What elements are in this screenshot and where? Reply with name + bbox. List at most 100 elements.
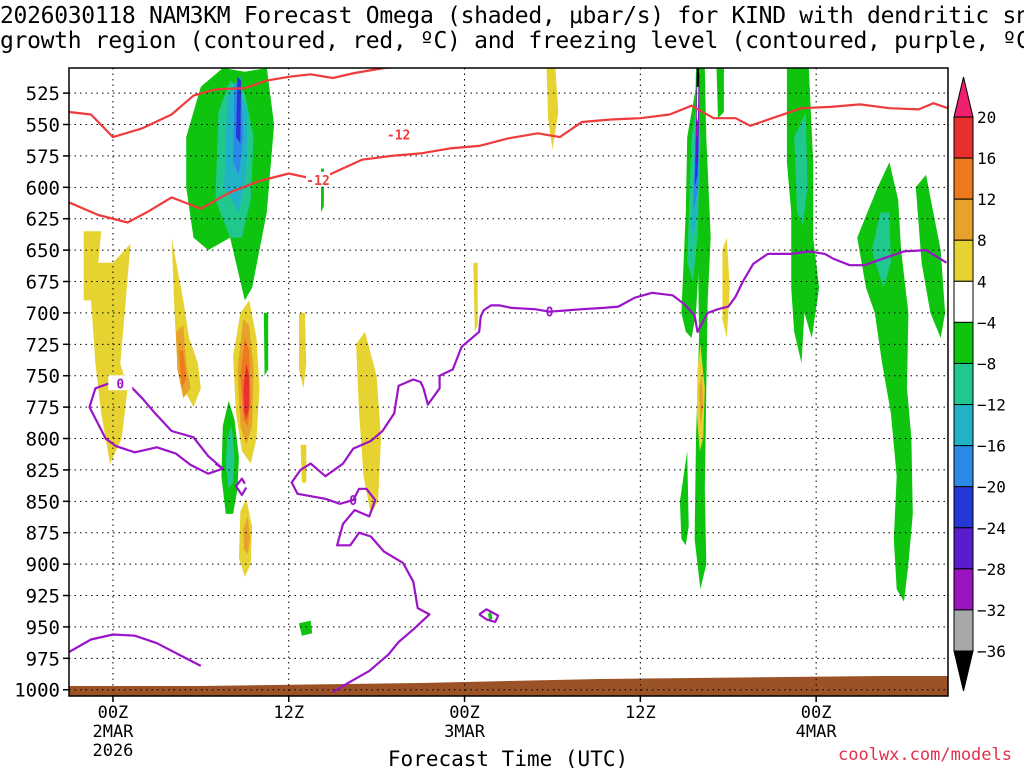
colorbar-label-10: −24: [977, 519, 1006, 538]
omega-region-45: [915, 174, 946, 338]
freezing-contour-label-1: 0: [116, 377, 124, 392]
y-tick-label-975: 975: [26, 648, 60, 670]
omega-region-22: [356, 331, 381, 514]
colorbar-box-1: [953, 116, 974, 159]
dgz-contour-line-0: [69, 68, 397, 139]
x-axis-label: Forecast Time (UTC): [388, 747, 628, 768]
omega-region-18: [299, 312, 307, 389]
dgz-contour-label-bg-1: [306, 171, 331, 187]
omega-region-40: [716, 68, 724, 119]
colorbar-box-8: [953, 404, 974, 447]
freezing-contour-line-1: [88, 380, 224, 475]
y-tick-label-525: 525: [26, 83, 60, 105]
y-tick-label-550: 550: [26, 115, 60, 137]
x-tick-label-4-0: 00Z: [801, 703, 832, 723]
colorbar-box-13: [953, 609, 974, 652]
colorbar-label-8: −16: [977, 437, 1006, 456]
colorbar-box-9: [953, 445, 974, 488]
colorbar-box-12: [953, 568, 974, 611]
plot-frame: [68, 67, 949, 697]
omega-region-38: [699, 375, 704, 426]
colorbar-box-10: [953, 486, 974, 529]
colorbar-box-5: [953, 280, 974, 323]
dgz-contour-line-1: [69, 102, 948, 224]
colorbar-top-arrow: [953, 76, 974, 118]
colorbar-label-1: 16: [977, 149, 996, 168]
colorbar-label-0: 20: [977, 108, 996, 127]
omega-region-12: [243, 363, 250, 420]
y-tick-label-575: 575: [26, 146, 60, 168]
chart-title-line-1: 2026030118 NAM3KM Forecast Omega (shaded…: [0, 3, 1024, 29]
freezing-contour-label-3: 0: [349, 494, 357, 509]
omega-region-42: [794, 112, 808, 225]
omega-region-21: [299, 620, 313, 636]
omega-colorbar: 20 16 12 8 4 −4 −8 −12 −16 −20 −24 −28 −32 −36: [953, 76, 1006, 692]
y-tick-label-800: 800: [26, 429, 60, 451]
x-tick-label-2-1: 3MAR: [444, 722, 486, 742]
colorbar-label-7: −12: [977, 396, 1006, 415]
dgz-contour-label-1: -12: [306, 174, 329, 189]
y-tick-label-875: 875: [26, 523, 60, 545]
y-tick-label-900: 900: [26, 554, 60, 576]
freezing-contour-line-2: [214, 462, 224, 470]
y-tick-label-750: 750: [26, 366, 60, 388]
site-credit: coolwx.com/models: [838, 745, 1012, 765]
colorbar-label-6: −8: [977, 354, 996, 373]
freezing-contour-line-0: [69, 633, 202, 667]
dendritic-growth-contours: -12 -12: [69, 68, 948, 224]
omega-region-20: [300, 444, 307, 483]
colorbar-box-2: [953, 157, 974, 200]
colorbar-label-3: 8: [977, 231, 987, 250]
x-tick-label-0-0: 00Z: [98, 703, 129, 723]
y-tick-label-725: 725: [26, 334, 60, 356]
colorbar-label-9: −20: [977, 478, 1006, 497]
x-tick-label-4-1: 4MAR: [796, 722, 838, 742]
omega-region-14: [225, 426, 235, 489]
omega-region-24: [546, 68, 559, 150]
y-tick-label-925: 925: [26, 586, 60, 608]
chart-title-line-2: growth region (contoured, red, ºC) and f…: [0, 28, 1024, 54]
x-tick-label-0-1: 2MAR: [92, 722, 134, 742]
y-tick-label-700: 700: [26, 303, 60, 325]
y-tick-label-600: 600: [26, 177, 60, 199]
colorbar-label-13: −36: [977, 642, 1006, 661]
y-tick-label-675: 675: [26, 272, 60, 294]
omega-region-46: [902, 555, 909, 572]
omega-region-17: [263, 312, 269, 376]
colorbar-box-7: [953, 362, 974, 406]
x-tick-label-0-2: 2026: [92, 741, 133, 761]
colorbar-bottom-arrow: [953, 650, 974, 692]
y-tick-label-625: 625: [26, 209, 60, 231]
omega-shading-layer: [83, 68, 946, 636]
freezing-contour-line-4: [478, 608, 500, 623]
y-tick-label-950: 950: [26, 617, 60, 639]
colorbar-label-5: −4: [977, 313, 996, 332]
omega-region-36: [696, 68, 699, 87]
freezing-contour-label-0: 0: [546, 306, 554, 321]
x-tick-label-1-0: 12Z: [273, 703, 304, 723]
dgz-contour-label-0: -12: [387, 129, 410, 144]
pressure-axis: 525 550 575 600 625 650 675 700 725 750 775 800 825 8…: [14, 83, 69, 702]
colorbar-box-6: [953, 321, 974, 364]
colorbar-box-3: [953, 198, 974, 241]
y-tick-label-850: 850: [26, 491, 60, 513]
y-tick-label-1000: 1000: [14, 680, 60, 702]
omega-region-16: [243, 516, 250, 555]
colorbar-label-2: 12: [977, 190, 996, 209]
colorbar-label-11: −28: [977, 560, 1006, 579]
colorbar-box-4: [953, 239, 974, 282]
dgz-contour-label-bg-0: [386, 126, 411, 142]
omega-region-23: [473, 262, 478, 332]
x-tick-label-3-0: 12Z: [625, 703, 656, 723]
omega-region-44: [871, 212, 891, 288]
freezing-contour-label-bg-1: [108, 375, 133, 391]
y-tick-label-650: 650: [26, 240, 60, 262]
omega-region-27: [679, 451, 689, 546]
x-tick-label-2-0: 00Z: [449, 703, 480, 723]
y-tick-label-775: 775: [26, 397, 60, 419]
freezing-contour-line-3: [234, 477, 248, 497]
omega-region-8: [178, 350, 187, 389]
colorbar-label-12: −32: [977, 601, 1006, 620]
